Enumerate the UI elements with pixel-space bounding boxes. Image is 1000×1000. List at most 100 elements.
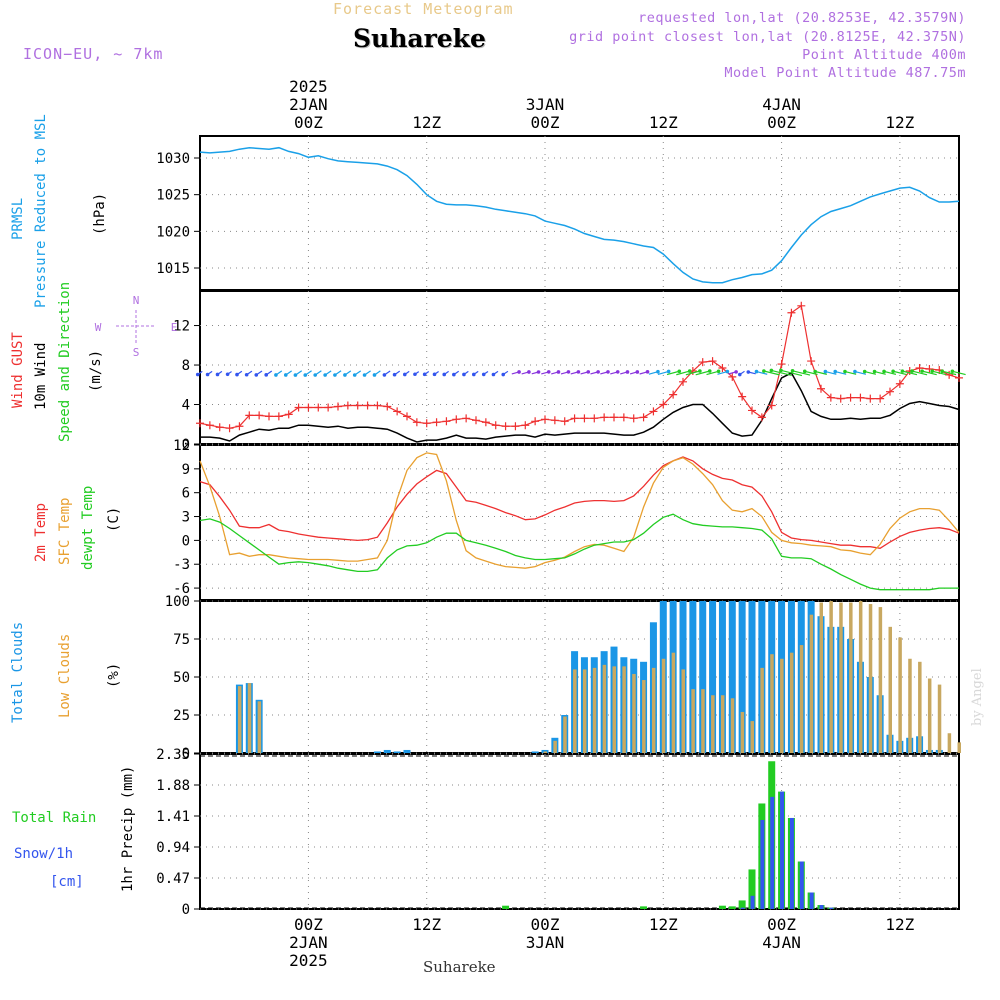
low-cloud-bar <box>247 683 252 753</box>
snow-bar <box>770 796 775 909</box>
wind-arrow-head <box>707 369 712 373</box>
low-cloud-bar <box>829 601 833 753</box>
wind-direction-arrow <box>883 370 897 375</box>
wind-arrow-head <box>813 369 817 374</box>
wind-gust-point <box>895 379 904 388</box>
wind-gust-point <box>757 413 766 422</box>
top-hour-label: 12Z <box>885 113 914 132</box>
wind-gust-point <box>679 377 687 386</box>
bottom-date-label: 2JAN <box>289 933 328 952</box>
bottom-date-label: 4JAN <box>762 933 801 952</box>
low-cloud-bar <box>602 664 607 753</box>
low-cloud-bar <box>681 669 685 753</box>
wind-arrow-head <box>823 369 828 374</box>
wind-gust-point <box>886 387 894 396</box>
wind-direction-arrow <box>792 370 811 376</box>
y-tick-label: 1025 <box>156 188 190 204</box>
wind-gust-point <box>846 393 855 402</box>
wind-arrow-head <box>656 369 660 374</box>
y-tick-label: 0 <box>182 437 190 453</box>
meteogram-title: Forecast Meteogram <box>333 0 514 18</box>
compass-east: E <box>171 321 178 334</box>
compass-north: N <box>133 294 140 307</box>
rain-bar <box>748 869 756 909</box>
wind-arrow-head <box>536 370 541 374</box>
wind-gust-point <box>708 357 717 366</box>
wind-gust-point <box>787 308 796 317</box>
wind-arrow-head <box>422 372 427 377</box>
wind-arrow-head <box>625 370 630 374</box>
y-tick-label: 75 <box>173 632 190 648</box>
low-cloud-bar <box>711 695 715 753</box>
snow-label: Snow/1h <box>14 846 74 862</box>
wind-arrow-head <box>802 369 807 374</box>
wind-arrow-head <box>471 372 476 377</box>
rain-bar <box>738 900 746 909</box>
low-cloud-bar <box>918 661 922 753</box>
low-cloud-bar <box>661 658 666 753</box>
wind-direction-arrow <box>804 370 818 376</box>
top-date-label: 4JAN <box>762 95 801 114</box>
low-cloud-bar <box>720 695 725 753</box>
wind-arrow-head <box>362 373 367 377</box>
wind-arrow-head <box>716 369 721 374</box>
wind-arrow-head <box>940 369 944 374</box>
wind-gust-point <box>225 424 234 433</box>
wind-arrow-head <box>244 372 249 377</box>
t2m-line <box>199 456 960 549</box>
wind-gust-point <box>422 419 431 428</box>
gridpoint-coords: grid point closest lon,lat (20.8125E, 42… <box>569 29 966 45</box>
snow-bar <box>819 905 824 909</box>
y-tick-label: 0 <box>182 746 190 762</box>
wind-gust-point <box>383 402 392 411</box>
wind-arrow-head <box>254 373 259 377</box>
wind-gust-point <box>235 422 244 431</box>
snow-bar <box>740 907 745 909</box>
dewpt-line <box>199 513 959 591</box>
low-cloud-bar <box>937 684 942 753</box>
low-cloud-bar <box>632 673 636 753</box>
wind-arrow-head <box>586 370 591 374</box>
total-cloud-bar <box>373 751 381 753</box>
wind-direction-arrow <box>756 371 768 375</box>
wind-gust-point <box>452 415 461 424</box>
wind-arrow-head <box>283 373 288 377</box>
low-cloud-bar <box>898 637 902 753</box>
low-cloud-bar <box>642 680 646 753</box>
low-cloud-bar <box>780 658 784 753</box>
total-cloud-bar <box>699 601 707 753</box>
low-cloud-bar <box>612 666 616 753</box>
wind-gust-point <box>777 360 786 369</box>
wind-gust-point <box>560 417 569 426</box>
wind-arrow-head <box>372 373 377 377</box>
wind-arrow-head <box>352 373 357 377</box>
wind-gust-point <box>353 401 362 410</box>
wind-gust-point <box>284 410 293 419</box>
bottom-hour-label: 00Z <box>294 915 323 934</box>
top-date-label: 3JAN <box>526 95 565 114</box>
total-rain-label: Total Rain <box>12 810 97 826</box>
compass-cross <box>116 310 156 344</box>
wind-arrow-head <box>762 369 766 373</box>
low-cloud-bar <box>947 733 952 753</box>
wind-arrow-head <box>452 372 456 377</box>
wind-arrow-head <box>853 369 857 374</box>
wind-gust-point <box>945 370 954 379</box>
wind-direction-arrow <box>902 370 918 376</box>
wind-gust-point <box>925 364 934 373</box>
wind-arrow-head <box>303 373 308 377</box>
low-cloud-bar <box>839 602 843 753</box>
low-cloud-bar <box>651 667 656 753</box>
wind-gust-point <box>669 390 678 399</box>
low-cloud-bar <box>750 721 754 753</box>
rain-bar <box>718 905 726 909</box>
wind-gust-point <box>472 416 480 425</box>
y-tick-label: 8 <box>182 358 190 374</box>
wind-arrow-head <box>566 370 571 374</box>
wind-arrow-head <box>195 372 200 377</box>
wind-gust-point <box>817 384 825 393</box>
total-cloud-bar <box>709 601 717 753</box>
y-tick-label: -3 <box>173 557 190 573</box>
wind-gust-point <box>324 403 333 412</box>
wind-arrow-head <box>779 368 783 373</box>
